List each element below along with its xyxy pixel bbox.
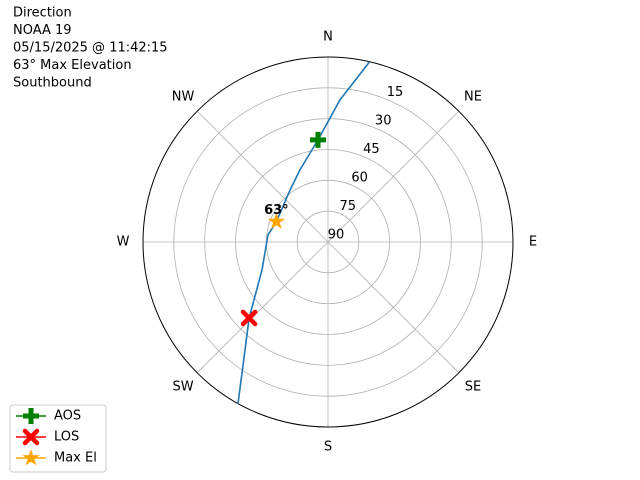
- polar-frame: [142, 56, 514, 428]
- title-line: Direction: [13, 6, 72, 21]
- title-line: NOAA 19: [13, 23, 72, 38]
- legend: AOS LOS Max El: [9, 404, 107, 473]
- theta-tick-label: E: [529, 235, 537, 250]
- marker: [240, 309, 258, 327]
- title-line: 63° Max Elevation: [13, 58, 132, 73]
- theta-tick-label: NW: [172, 90, 195, 105]
- grid-spoke: [196, 110, 329, 243]
- marker: [267, 212, 285, 229]
- r-tick-label: 90: [328, 228, 345, 243]
- r-tick-label: 75: [340, 199, 357, 214]
- legend-label: Max El: [54, 451, 97, 466]
- r-tick-label: 30: [375, 114, 392, 129]
- track-line: [237, 61, 371, 404]
- theta-tick-label: S: [324, 440, 332, 455]
- r-tick-label: 60: [351, 171, 368, 186]
- grid-spoke: [327, 241, 460, 374]
- legend-marker: [22, 428, 40, 446]
- theta-tick-label: NE: [464, 90, 482, 105]
- grid-spoke: [196, 241, 329, 374]
- theta-tick-label: SE: [465, 379, 481, 394]
- theta-tick-label: N: [323, 30, 333, 45]
- legend-marker: [22, 449, 40, 466]
- legend-label: LOS: [54, 430, 79, 445]
- r-tick-label: 45: [363, 142, 380, 157]
- theta-tick-label: W: [117, 235, 130, 250]
- r-tick-label: 15: [387, 85, 404, 100]
- annotation: 63°: [264, 203, 289, 218]
- legend-label: AOS: [54, 409, 81, 424]
- title-line: Southbound: [13, 76, 92, 91]
- legend-marker: [23, 408, 39, 424]
- theta-tick-label: SW: [172, 379, 193, 394]
- marker: [309, 131, 326, 148]
- grid-spoke: [327, 110, 460, 243]
- title-line: 05/15/2025 @ 11:42:15: [13, 41, 168, 56]
